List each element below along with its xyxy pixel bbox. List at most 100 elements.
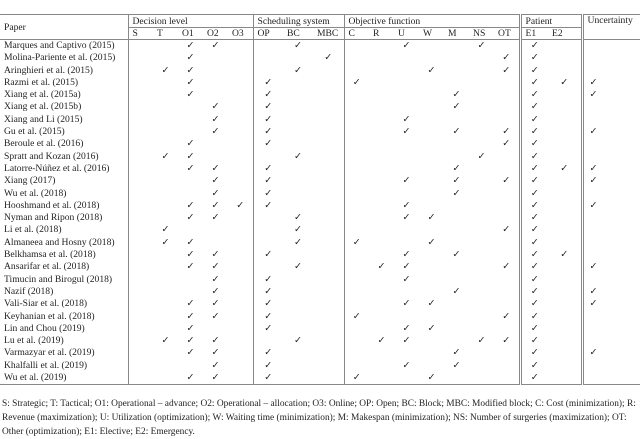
check-icon: ✓: [211, 359, 220, 371]
empty-cell: [548, 40, 582, 53]
empty-cell: [203, 151, 228, 163]
empty-cell: [580, 335, 640, 348]
empty-cell: [444, 323, 469, 335]
empty-cell: [419, 40, 444, 53]
empty-cell: [228, 224, 253, 236]
empty-cell: [283, 89, 313, 101]
check-icon: ✓: [252, 310, 283, 323]
empty-cell: [127, 175, 153, 188]
empty-cell: [283, 286, 313, 298]
check-icon: ✓: [211, 126, 220, 138]
column-header-o1: O1: [178, 27, 203, 40]
table-row: Razmi et al. (2015) ✓ ✓ ✓ ✓ ✓ ✓: [0, 76, 640, 90]
empty-cell: [444, 261, 469, 273]
empty-cell: [469, 163, 494, 175]
check-icon: ✓: [560, 249, 569, 261]
empty-cell: [153, 274, 178, 286]
empty-cell: [178, 114, 203, 126]
check-icon: ✓: [252, 76, 283, 90]
check-icon: ✓: [452, 285, 461, 297]
empty-cell: [127, 162, 153, 176]
table-row: Xiang and Li (2015) ✓ ✓ ✓ ✓: [0, 113, 640, 127]
empty-cell: [494, 212, 520, 224]
empty-cell: [283, 274, 313, 286]
empty-cell: [419, 89, 444, 101]
empty-cell: [369, 163, 394, 175]
empty-cell: [343, 187, 370, 200]
empty-cell: [343, 162, 370, 176]
empty-cell: [283, 200, 313, 212]
empty-cell: [494, 286, 520, 298]
check-icon: ✓: [186, 40, 195, 51]
empty-cell: [343, 113, 370, 127]
paper-name: Belkhamsa et al. (2018): [4, 249, 96, 261]
empty-cell: [394, 52, 419, 64]
empty-cell: [127, 64, 153, 77]
empty-cell: [369, 249, 394, 261]
table-row: Hooshmand et al. (2018) ✓ ✓ ✓ ✓ ✓ ✓ ✓: [0, 199, 640, 213]
check-icon: ✓: [518, 335, 549, 348]
empty-cell: [252, 224, 283, 237]
empty-cell: [469, 347, 494, 359]
empty-cell: [313, 347, 344, 359]
empty-cell: [153, 311, 178, 323]
check-icon: ✓: [518, 372, 549, 386]
empty-cell: [228, 163, 253, 175]
empty-cell: [228, 175, 253, 187]
check-icon: ✓: [518, 212, 549, 225]
empty-cell: [343, 150, 370, 163]
empty-cell: [444, 274, 469, 286]
empty-cell: [203, 237, 228, 249]
column-header-c: C: [343, 27, 370, 40]
check-icon: ✓: [518, 298, 549, 311]
empty-cell: [548, 323, 582, 335]
empty-cell: [369, 212, 394, 224]
check-icon: ✓: [186, 162, 195, 174]
empty-cell: [252, 261, 283, 274]
check-icon: ✓: [518, 224, 549, 237]
check-icon: ✓: [252, 298, 283, 311]
empty-cell: [444, 151, 469, 163]
check-icon: ✓: [402, 126, 411, 138]
empty-cell: [252, 64, 283, 77]
empty-cell: [127, 298, 153, 311]
empty-cell: [419, 200, 444, 212]
check-icon: ✓: [560, 76, 569, 88]
empty-cell: [494, 101, 520, 113]
empty-cell: [127, 261, 153, 274]
empty-cell: [313, 212, 344, 224]
check-icon: ✓: [452, 359, 461, 371]
empty-cell: [313, 261, 344, 273]
check-icon: ✓: [252, 199, 283, 213]
empty-cell: [343, 89, 370, 102]
empty-cell: [444, 40, 469, 53]
empty-cell: [494, 114, 520, 126]
column-header-r: R: [369, 27, 395, 40]
check-icon: ✓: [452, 347, 461, 359]
empty-cell: [228, 188, 253, 200]
empty-cell: [313, 249, 344, 261]
table-row: Khalfalli et al. (2019) ✓ ✓ ✓ ✓ ✓: [0, 359, 640, 373]
empty-cell: [419, 311, 444, 323]
paper-name: Hooshmand et al. (2018): [4, 199, 100, 211]
empty-cell: [548, 261, 582, 273]
empty-cell: [444, 298, 469, 310]
empty-cell: [394, 311, 419, 323]
paper-name: Razmi et al. (2015): [4, 76, 79, 88]
empty-cell: [153, 323, 178, 335]
paper-name: Khalfalli et al. (2019): [4, 359, 88, 371]
empty-cell: [343, 64, 370, 77]
empty-cell: [343, 322, 370, 336]
empty-cell: [228, 114, 253, 126]
empty-cell: [494, 40, 520, 53]
empty-cell: [419, 188, 444, 200]
empty-cell: [153, 114, 178, 126]
check-icon: ✓: [518, 236, 549, 250]
paper-name: Xiang (2017): [4, 175, 56, 187]
check-icon: ✓: [252, 249, 283, 262]
empty-cell: [369, 138, 394, 150]
empty-cell: [313, 286, 344, 298]
empty-cell: [444, 335, 469, 347]
empty-cell: [369, 323, 394, 335]
empty-cell: [469, 212, 494, 224]
